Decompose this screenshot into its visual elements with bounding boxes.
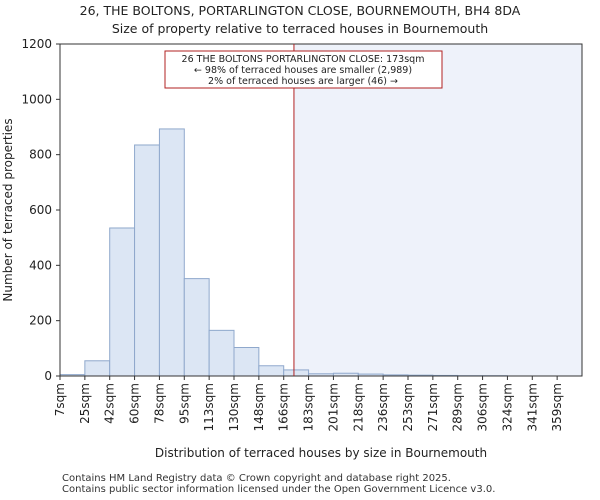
x-tick-label: 359sqm (550, 383, 564, 431)
histogram-bar (233, 347, 260, 377)
histogram-bar (258, 365, 285, 377)
y-tick-label: 200 (29, 314, 52, 328)
x-tick-label: 236sqm (376, 383, 390, 431)
x-tick-label: 95sqm (177, 383, 191, 424)
histogram-bar (134, 144, 160, 377)
histogram-bar (84, 360, 111, 377)
histogram-bar (183, 278, 210, 377)
x-tick-label: 201sqm (326, 383, 340, 431)
x-tick-label: 166sqm (277, 383, 291, 431)
annotation-text: 26 THE BOLTONS PORTARLINGTON CLOSE: 173s… (182, 54, 425, 65)
x-tick-label: 289sqm (451, 383, 465, 431)
annotation-box (164, 50, 443, 89)
x-tick-label: 253sqm (401, 383, 415, 431)
x-tick-label: 271sqm (426, 383, 440, 431)
x-tick-label: 113sqm (202, 383, 216, 431)
y-tick-label: 1000 (21, 92, 52, 106)
x-tick-label: 60sqm (128, 383, 142, 424)
histogram-bar (283, 369, 310, 377)
x-tick-label: 324sqm (500, 383, 514, 431)
y-tick-label: 0 (44, 369, 52, 383)
annotation-text: 2% of terraced houses are larger (46) → (208, 76, 398, 87)
x-tick-label: 218sqm (351, 383, 365, 431)
chart-subtitle: Size of property relative to terraced ho… (111, 21, 489, 36)
x-axis-label: Distribution of terraced houses by size … (155, 446, 487, 460)
x-tick-label: 148sqm (252, 383, 266, 431)
x-tick-label: 42sqm (103, 383, 117, 424)
x-tick-label: 25sqm (78, 383, 92, 424)
x-tick-label: 78sqm (152, 383, 166, 424)
x-tick-label: 130sqm (227, 383, 241, 431)
histogram-bar (208, 329, 235, 377)
x-tick-label: 183sqm (302, 383, 316, 431)
histogram-bar (109, 227, 136, 377)
histogram-bar (158, 128, 185, 377)
footer-copyright: Contains HM Land Registry data © Crown c… (62, 473, 451, 484)
y-axis-label: Number of terraced properties (1, 118, 15, 301)
footer-licence: Contains public sector information licen… (62, 484, 496, 495)
x-tick-label: 306sqm (476, 383, 490, 431)
x-tick-label: 341sqm (525, 383, 539, 431)
chart-title: 26, THE BOLTONS, PORTARLINGTON CLOSE, BO… (79, 3, 521, 18)
y-tick-label: 600 (29, 203, 52, 217)
y-tick-label: 400 (29, 258, 52, 272)
x-tick-label: 7sqm (53, 383, 67, 416)
y-tick-label: 800 (29, 148, 52, 162)
highlight-region (293, 44, 582, 376)
annotation-text: ← 98% of terraced houses are smaller (2,… (194, 65, 412, 76)
y-tick-label: 1200 (21, 37, 52, 51)
